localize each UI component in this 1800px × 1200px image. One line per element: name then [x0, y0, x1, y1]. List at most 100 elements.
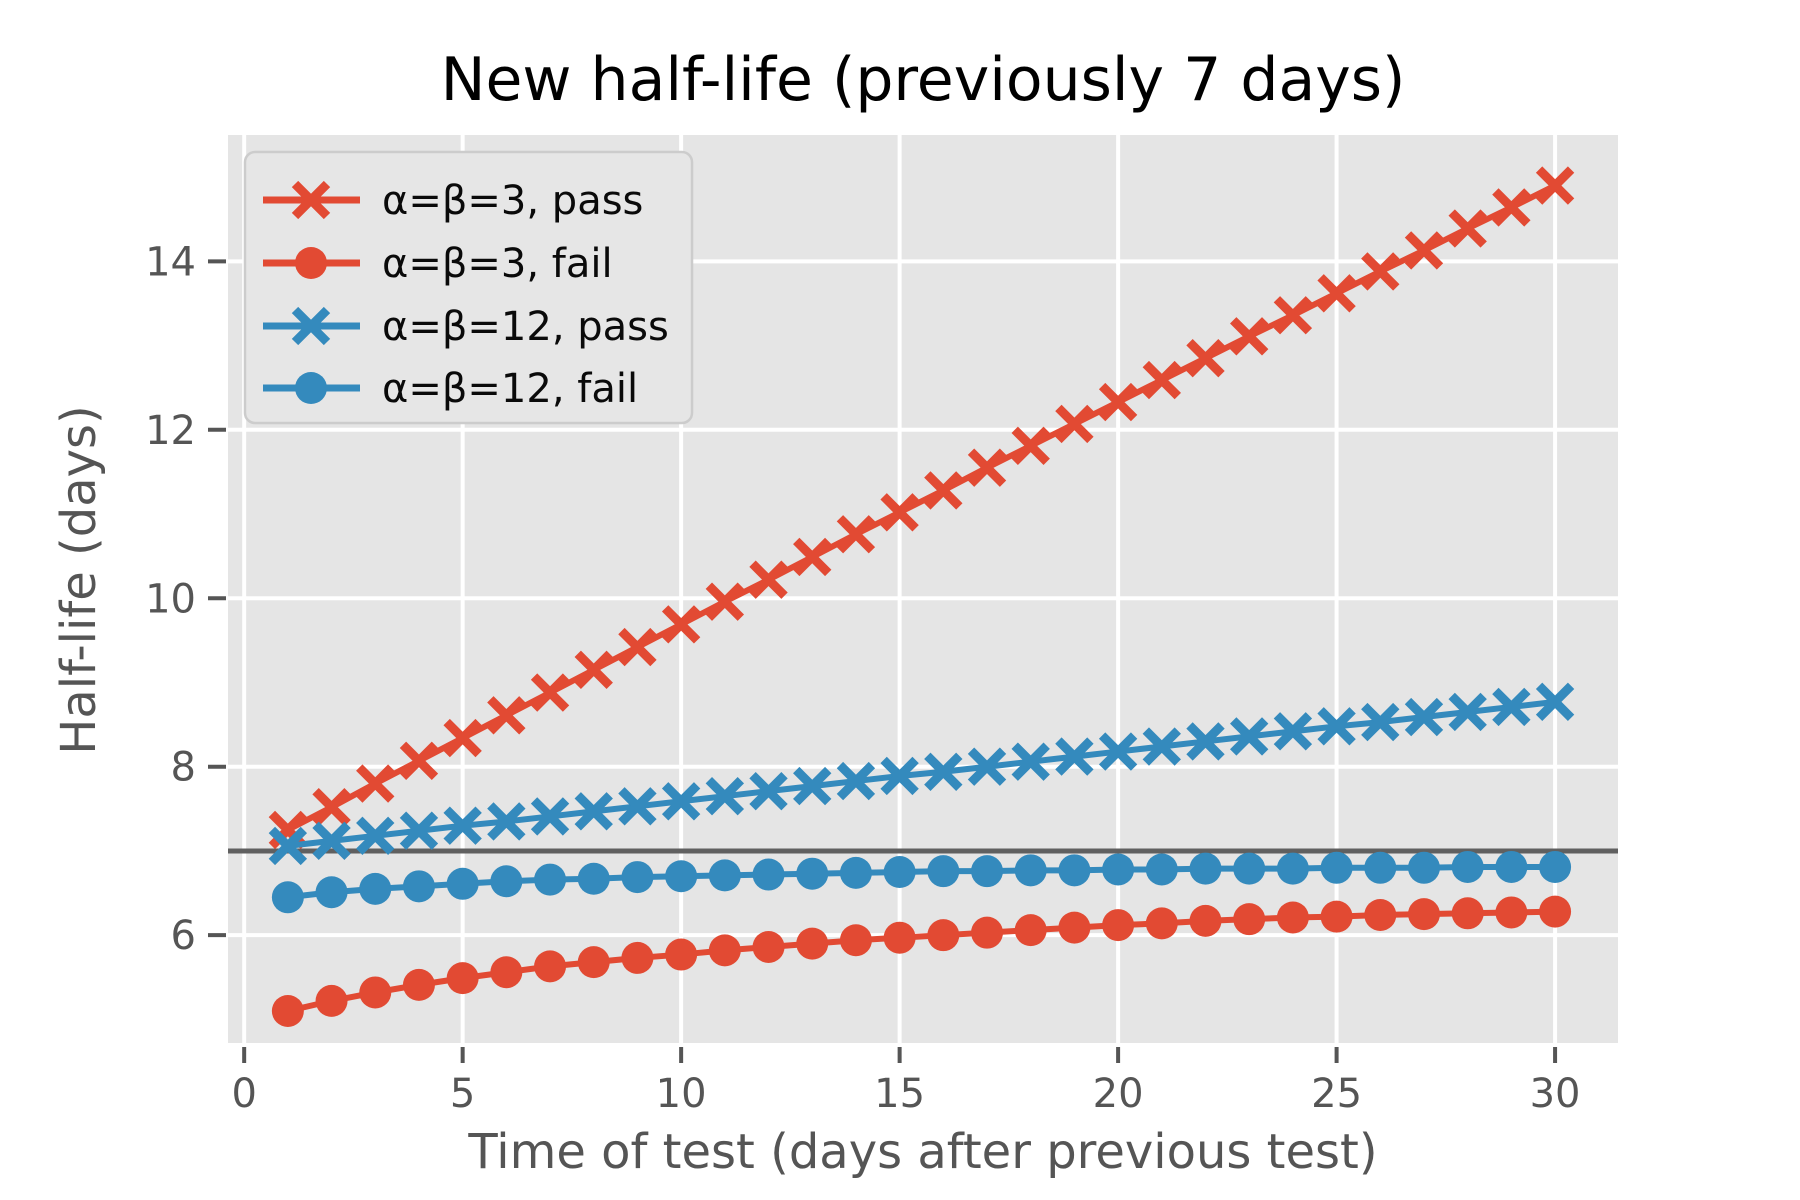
series-marker [1407, 898, 1440, 931]
y-tick-label: 12 [145, 408, 196, 454]
series-marker [1189, 852, 1222, 885]
legend-box [243, 150, 694, 425]
series-marker [708, 859, 741, 892]
series-marker [402, 968, 435, 1001]
series-marker [621, 941, 654, 974]
series-marker [705, 582, 745, 621]
series-marker [1145, 907, 1178, 940]
series-marker [1495, 850, 1528, 883]
series-marker [534, 950, 567, 983]
series-marker [1361, 702, 1400, 742]
series-marker [883, 921, 916, 954]
series-marker [271, 881, 304, 914]
series-marker [1451, 850, 1484, 883]
series-marker [924, 471, 963, 510]
y-tick-label: 14 [145, 239, 196, 285]
series-marker [530, 673, 570, 712]
series-marker [359, 872, 392, 905]
series-marker [1145, 853, 1178, 886]
series-marker [839, 924, 872, 957]
series-marker [1535, 682, 1575, 722]
series-marker [927, 919, 960, 952]
series-marker [1142, 360, 1181, 400]
y-axis-label: Half-life (days) [51, 405, 107, 755]
series-marker [880, 493, 919, 532]
series-marker [1448, 209, 1487, 248]
series-1 [268, 166, 1575, 850]
series-marker [446, 962, 479, 995]
series-marker [621, 861, 654, 894]
series-marker [927, 855, 960, 888]
series-marker [1273, 296, 1313, 335]
series-marker [924, 752, 963, 791]
series-marker [1055, 737, 1094, 776]
series-marker [752, 930, 785, 963]
series-marker [1058, 854, 1091, 887]
series-marker [268, 826, 308, 866]
series-marker [271, 994, 304, 1027]
series-marker [490, 865, 523, 898]
series-marker [487, 696, 526, 735]
series-marker [1142, 727, 1181, 766]
series-marker [1276, 901, 1309, 934]
series-marker [1404, 231, 1444, 270]
legend-entry-label: α=β=12, pass [382, 304, 669, 350]
legend-entry-label: α=β=3, fail [382, 241, 613, 287]
series-marker [315, 876, 348, 909]
series-marker [708, 934, 741, 967]
series-line [287, 698, 1556, 849]
series-marker [1230, 717, 1269, 756]
series-marker [359, 976, 392, 1009]
x-tick-label: 10 [656, 1071, 707, 1117]
series-marker [749, 560, 788, 599]
x-tick-label: 25 [1311, 1071, 1362, 1117]
legend-entry-label: α=β=3, pass [382, 178, 643, 224]
legend: α=β=3, pass α=β=3, fail α=β=12, pass α=β=12… [243, 150, 694, 425]
series-marker [1102, 853, 1135, 886]
series-marker [836, 515, 876, 554]
series-marker [618, 627, 657, 667]
series-marker [661, 782, 701, 821]
chart-title: New half-life (previously 7 days) [441, 45, 1406, 115]
x-tick-label: 30 [1530, 1071, 1581, 1117]
series-marker [880, 756, 919, 796]
series-marker [705, 777, 745, 816]
series-marker [1233, 903, 1266, 936]
series-marker [1539, 895, 1572, 928]
x-tick-label: 5 [450, 1071, 475, 1117]
legend-entry-label: α=β=12, fail [382, 366, 638, 412]
series-marker [356, 816, 395, 855]
series-marker [1495, 896, 1528, 929]
x-tick-label: 20 [1093, 1071, 1144, 1117]
series-marker [1189, 904, 1222, 937]
series-marker [1364, 898, 1397, 931]
series-marker [1011, 426, 1050, 465]
series-2 [271, 895, 1572, 1027]
series-marker [796, 927, 829, 960]
series-marker [967, 448, 1007, 487]
series-marker [399, 811, 439, 850]
series-marker [1492, 687, 1531, 727]
series-marker [1098, 732, 1138, 771]
series-marker [839, 856, 872, 889]
y-tick-label: 6 [171, 913, 196, 959]
series-marker [1404, 697, 1444, 737]
series-marker [1011, 742, 1050, 781]
series-marker [1448, 692, 1487, 732]
y-tick-label: 8 [171, 745, 196, 791]
series-marker [749, 771, 788, 811]
series-marker [793, 537, 832, 577]
series-marker [577, 946, 610, 979]
series-marker [399, 741, 439, 781]
series-marker [1098, 382, 1138, 422]
plot-layer: 0 5 10 15 20 25 30 6 8 10 12 14 [145, 135, 1618, 1117]
series-marker [1186, 339, 1225, 378]
series-marker [402, 870, 435, 903]
series-marker [577, 862, 610, 895]
series-marker [1361, 252, 1400, 291]
legend-marker [291, 306, 331, 346]
series-marker [1407, 851, 1440, 884]
series-4 [271, 850, 1572, 914]
series-marker [1492, 188, 1531, 227]
